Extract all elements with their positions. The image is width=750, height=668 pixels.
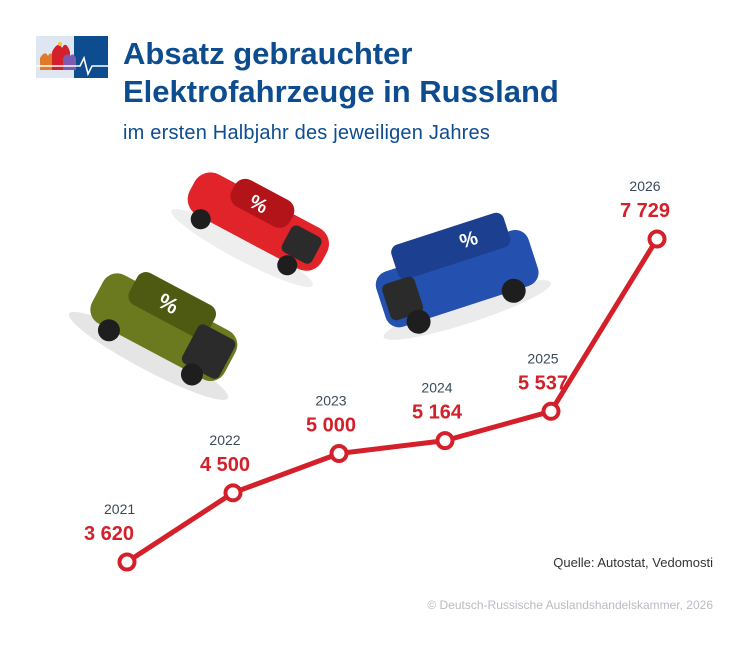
ahk-logo-icon	[36, 36, 108, 78]
year-label-2024: 2024	[421, 380, 452, 396]
copyright-note: © Deutsch-Russische Auslandshandelskamme…	[427, 598, 713, 612]
year-label-2026: 2026	[629, 178, 660, 194]
green-car-illustration: %	[68, 272, 238, 400]
data-point-2023	[329, 444, 349, 464]
value-label-2026: 7 729	[620, 200, 670, 222]
year-label-2022: 2022	[209, 432, 240, 448]
source-note: Quelle: Autostat, Vedomosti	[553, 555, 713, 570]
data-point-2025	[541, 401, 561, 421]
title-line-2: Elektrofahrzeuge in Russland	[123, 74, 559, 109]
year-label-2023: 2023	[315, 393, 346, 409]
data-point-2024	[435, 431, 455, 451]
value-label-2025: 5 537	[518, 372, 568, 394]
year-label-2025: 2025	[527, 350, 558, 366]
value-label-2022: 4 500	[200, 454, 250, 476]
blue-car-illustration: %	[375, 212, 552, 340]
data-point-2026	[647, 229, 667, 249]
data-point-2021	[117, 552, 137, 572]
value-label-2024: 5 164	[412, 402, 463, 424]
page-title: Absatz gebrauchter Elektrofahrzeuge in R…	[123, 35, 559, 111]
page-subtitle: im ersten Halbjahr des jeweiligen Jahres	[123, 122, 491, 144]
value-label-2023: 5 000	[306, 415, 356, 437]
title-line-1: Absatz gebrauchter	[123, 36, 413, 71]
data-point-2022	[223, 483, 243, 503]
blue-car-percent-badge: %	[457, 227, 481, 253]
red-car-illustration: %	[171, 172, 330, 288]
year-label-2021: 2021	[104, 501, 135, 517]
value-label-2021: 3 620	[84, 523, 134, 545]
sales-series-line	[125, 237, 660, 565]
